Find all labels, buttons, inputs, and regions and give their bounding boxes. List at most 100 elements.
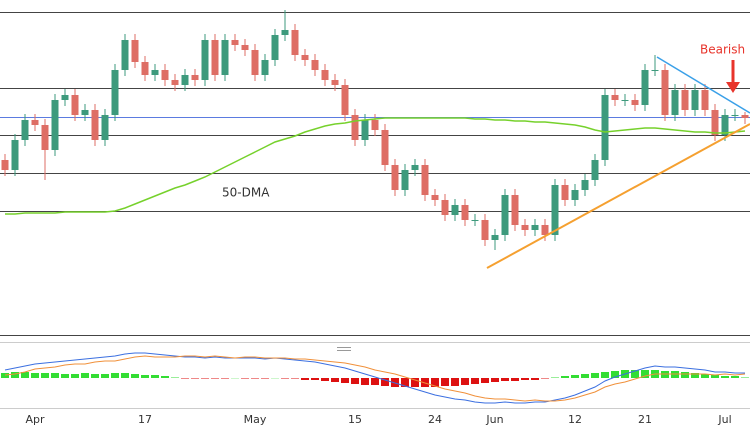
candle-body [641,70,649,105]
candle-body [151,70,159,75]
candle-body [671,90,679,115]
histogram-bar [501,378,509,381]
candle-body [551,185,559,235]
candle-body [161,70,169,80]
candle-body [691,90,699,110]
ma-line [5,117,746,215]
candle-body [361,120,369,140]
candle-body [81,110,89,115]
candle-body [61,95,69,100]
candle-body [471,220,479,221]
candle-body [261,60,269,75]
candle-body [41,125,49,150]
annotation: Bearish D [700,43,750,57]
candle-body [31,120,39,125]
candle-body [571,190,579,200]
histogram-bar [611,371,619,378]
candle-body [251,50,259,75]
histogram-bar [91,374,99,378]
candle-body [181,75,189,85]
candle-body [131,40,139,62]
histogram-bar [241,378,249,379]
candle-body [271,35,279,60]
histogram-bar [131,374,139,378]
candle-body [351,115,359,140]
histogram-bar [1,373,9,378]
macd-line [4,352,745,404]
candle-body [311,60,319,70]
histogram-bar [461,378,469,385]
histogram-bar [381,378,389,386]
candle-body [501,195,509,235]
histogram-bar [181,378,189,379]
histogram-bar [301,378,309,380]
candle-body [321,70,329,80]
candle-body [701,90,709,110]
histogram-bar [491,378,499,382]
candle-body [591,160,599,180]
candle-body [341,85,349,115]
histogram-bar [441,378,449,386]
histogram-bar [221,378,229,379]
ma-label: 50-DMA [222,186,270,200]
candle-body [391,165,399,190]
support-trendline [486,123,750,269]
histogram-bar [551,377,559,378]
candle-body [331,80,339,85]
candle-body [221,40,229,75]
histogram-bar [631,370,639,378]
candle-body [121,40,129,70]
histogram-bar [721,376,729,378]
histogram-bar [341,378,349,383]
candle-body [301,55,309,60]
histogram-bar [291,378,299,379]
arrow-head [726,82,740,93]
histogram-bar [731,376,739,378]
histogram-bar [121,373,129,378]
histogram-bar [371,378,379,385]
histogram-bar [41,373,49,378]
candle-body [101,115,109,140]
candle-body [201,40,209,80]
candle-body [401,170,409,190]
histogram-bar [31,373,39,378]
candle-body [441,200,449,215]
candle-body [141,62,149,75]
candle-body [171,80,179,85]
histogram-bar [141,375,149,378]
candle-body [71,95,79,115]
candle-body [711,110,719,135]
histogram-bar [321,378,329,381]
histogram-bar [271,378,279,379]
candle-body [461,205,469,220]
candles [1,10,749,250]
histogram-bar [571,375,579,378]
histogram-bar [531,378,539,380]
histogram-bar [691,373,699,378]
candle-body [431,195,439,200]
x-tick-label: May [244,413,267,426]
histogram-bar [701,374,709,378]
candle-body [651,70,659,71]
candle-body [621,100,629,101]
candle-body [191,75,199,80]
candle-body [531,225,539,230]
histogram-bar [331,378,339,382]
histogram-bar [641,370,649,378]
candle-body [91,110,99,140]
candle-body [481,220,489,240]
candle-body [491,235,499,240]
candle-body [631,100,639,105]
candle-body [661,70,669,115]
histogram-bar [211,378,219,379]
histogram-bar [71,374,79,378]
candle-body [511,195,519,225]
histogram-bar [111,373,119,378]
histogram-bar [231,378,239,379]
histogram-bar [601,372,609,378]
histogram-bar [471,378,479,384]
histogram-bar [171,377,179,378]
candle-body [421,165,429,195]
